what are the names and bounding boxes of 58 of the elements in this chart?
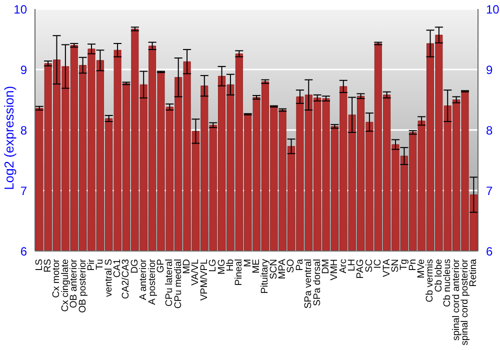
x-tick-label: OB anterior [68, 258, 80, 308]
x-tick-label: VTA [381, 258, 392, 277]
x-tick-label: Pineal [234, 259, 245, 286]
x-tick-label: M [242, 259, 254, 267]
x-tick-label: SPa ventral [303, 259, 314, 309]
x-tick-label: CA2/CA3 [120, 259, 132, 299]
x-tick-label: LG [208, 259, 219, 272]
x-tick-label: ME [251, 259, 262, 274]
y-axis-title: Log2 (expression) [2, 86, 17, 190]
x-tick-label: Tu [94, 259, 106, 270]
x-tick-label: Retina [468, 258, 480, 287]
x-tick-label: A anterior [138, 258, 150, 300]
x-tick-label: Cb vermis [424, 258, 436, 302]
y-tick-label: 6 [20, 244, 28, 258]
x-tick-label: DG [129, 259, 140, 274]
y2-tick-label: 10 [486, 2, 500, 16]
x-tick-label: Tg [398, 259, 410, 270]
x-tick-label: SCN [268, 258, 280, 280]
x-tick-label: Cx cingulate [60, 259, 71, 312]
x-tick-label: PAG [355, 259, 366, 279]
y-tick-label: 9 [20, 62, 28, 77]
x-tick-label: ventral S [103, 259, 114, 297]
x-tick-label: Cx motor [51, 258, 62, 298]
x-tick-label: spinal cord anterior [450, 258, 462, 341]
y2-tick-label: 6 [486, 244, 493, 258]
x-tick-label: IC [372, 258, 384, 269]
x-tick-label: VPM/VPL [198, 258, 210, 301]
x-tick-label: SN [390, 258, 401, 272]
x-tick-label: CPu lateral [164, 259, 176, 306]
x-tick-label: OB posterior [77, 258, 88, 313]
x-tick-label: SPa dorsal [312, 259, 323, 306]
x-tick-label: Arc [338, 258, 349, 274]
x-tick-label: RS [42, 259, 54, 272]
x-tick-label: Cb lobe [433, 259, 444, 292]
x-tick-label: A posterior [146, 258, 158, 305]
x-tick-label: MG [216, 259, 228, 274]
x-tick-label: LS [34, 259, 45, 271]
y2-tick-label: 7 [486, 184, 493, 198]
x-tick-label: Hb [224, 259, 236, 272]
y-tick-label: 7 [20, 184, 28, 198]
x-tick-label: Pa [294, 258, 306, 271]
x-tick-label: VMH [329, 258, 340, 280]
x-tick-label: Pituitary [260, 258, 271, 294]
x-tick-label: SC [364, 258, 375, 272]
y2-tick-label: 8 [486, 123, 493, 138]
x-tick-label: spinal cord posterior [459, 258, 470, 346]
x-tick-label: Pn [407, 259, 418, 271]
x-tick-label: VA/VL [190, 258, 202, 286]
y-tick-label: 8 [20, 123, 28, 138]
x-tick-label: GP [155, 259, 166, 273]
x-tick-label: CPu medial [172, 259, 184, 309]
y-tick-label: 10 [14, 2, 28, 16]
x-tick-label: Cb nucleus [442, 258, 454, 307]
x-tick-label: MVe [416, 259, 428, 278]
y2-tick-label: 9 [486, 62, 493, 77]
x-tick-label: Pir [86, 258, 97, 271]
x-tick-label: SO [286, 259, 297, 273]
x-tick-label: DM [320, 258, 332, 274]
